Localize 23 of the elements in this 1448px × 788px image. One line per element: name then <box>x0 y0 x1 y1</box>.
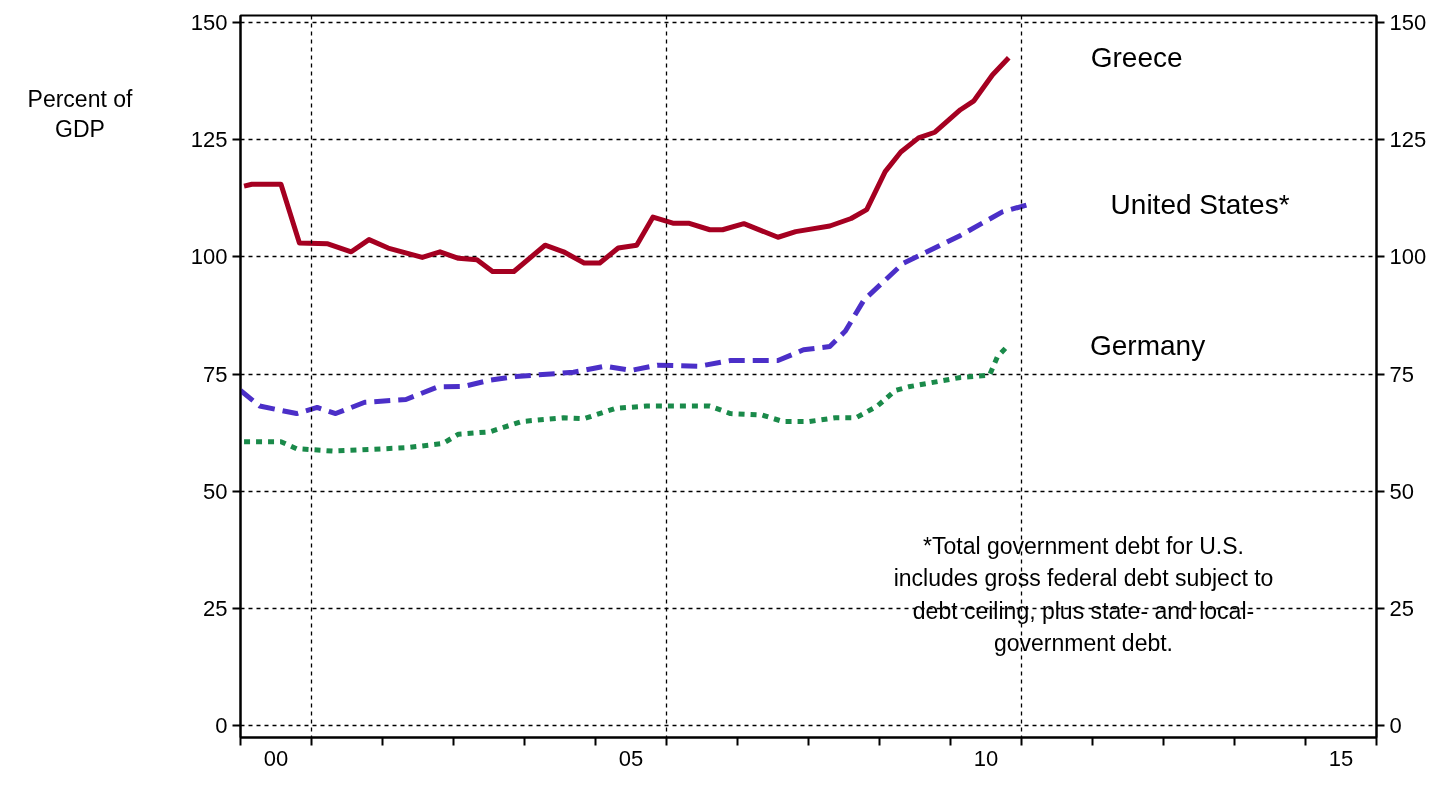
text: Germany <box>1090 330 1206 362</box>
y-tick-label: 100 <box>190 244 228 270</box>
x-tick-label: 05 <box>618 745 644 771</box>
y-tick-label: 125 <box>190 127 228 153</box>
x-tick-label: 00 <box>263 745 289 771</box>
y2-tick-label: 0 <box>1389 713 1402 739</box>
y-tick-label: 150 <box>190 10 228 36</box>
y-tick-label: 0 <box>215 713 228 739</box>
y-axis-title: Percent of GDP <box>27 85 133 144</box>
text: United States* <box>1110 188 1290 220</box>
x-tick-label: 10 <box>973 745 999 771</box>
y-tick-label: 25 <box>203 596 228 622</box>
text: Greece <box>1090 42 1183 74</box>
y-tick-label: 75 <box>203 361 228 387</box>
y2-tick-label: 125 <box>1389 127 1427 153</box>
y-tick-label: 50 <box>203 478 228 504</box>
y2-tick-label: 50 <box>1389 478 1414 504</box>
y2-tick-label: 75 <box>1389 361 1414 387</box>
y2-tick-label: 25 <box>1389 596 1414 622</box>
y2-tick-label: 150 <box>1389 10 1427 36</box>
y2-tick-label: 100 <box>1389 244 1427 270</box>
x-tick-label: 15 <box>1328 745 1354 771</box>
annotation: *Total government debt for U.S. includes gross federal debt subject to debt ceiling, plus state- and local-government debt. <box>893 532 1274 656</box>
